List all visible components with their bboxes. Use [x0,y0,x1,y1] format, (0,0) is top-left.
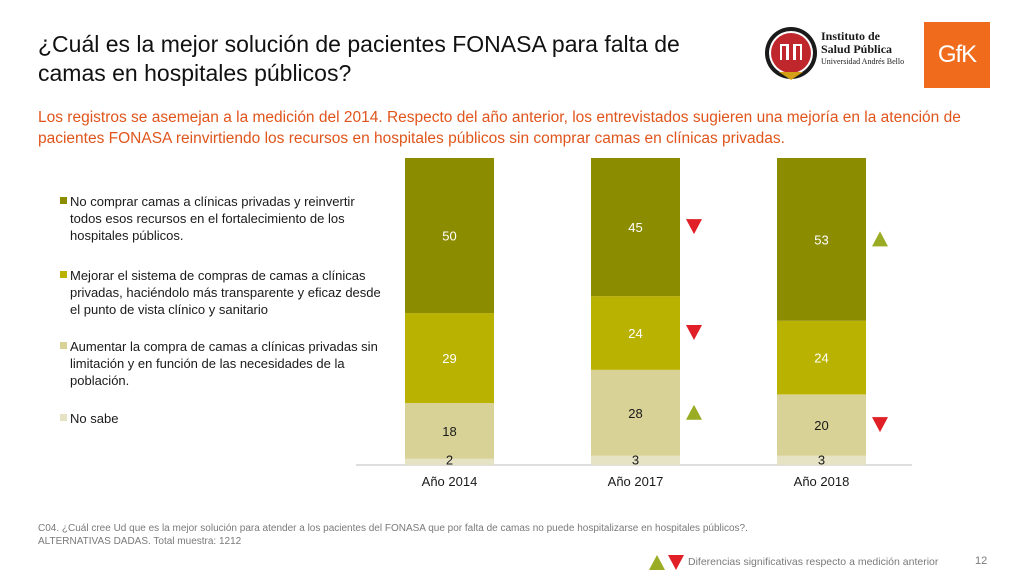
bar-aumentar-3 [777,394,866,456]
x-tick-label-2: Año 2017 [608,474,664,489]
footnote-question: C04. ¿Cuál cree Ud que es la mejor soluc… [38,523,748,534]
bar-reinvertir-3 [777,158,866,321]
significance-up-reinvertir-3-icon [872,231,888,247]
isp-logo-line2: Salud Pública [821,42,893,56]
data-label-reinvertir-2: 45 [628,220,642,235]
isp-seal-icon [765,27,817,80]
x-tick-label-3: Año 2018 [794,474,850,489]
significance-legend: Diferencias significativas respecto a me… [648,553,978,571]
legend-item-reinvertir: No comprar camas a clínicas privadas y r… [60,193,390,244]
data-label-no-sabe-2: 3 [632,453,639,468]
data-label-no-sabe-3: 3 [818,453,825,468]
data-label-aumentar-3: 20 [814,418,828,433]
bar-reinvertir-1 [405,158,494,314]
data-label-aumentar-2: 28 [628,406,642,421]
bar-reinvertir-2 [591,158,680,297]
bar-group [405,158,866,465]
data-label-reinvertir-1: 50 [442,229,456,244]
bar-no-sabe-3 [777,455,866,465]
slide-title: ¿Cuál es la mejor solución de pacientes … [38,31,680,86]
data-label-mejorar-3: 24 [814,351,828,366]
bar-mejorar-2 [591,296,680,370]
isp-logo-text: Instituto de Salud Pública Universidad A… [821,30,904,67]
legend-item-aumentar: Aumentar la compra de camas a clínicas p… [60,338,390,389]
bar-no-sabe-1 [405,458,494,465]
bar-aumentar-1 [405,402,494,459]
legend-label-aumentar: Aumentar la compra de camas a clínicas p… [70,339,378,388]
legend-swatch-mejorar [60,271,67,278]
legend-swatch-no-sabe [60,414,67,421]
significance-down-aumentar-3-icon [872,417,888,433]
legend-item-mejorar: Mejorar el sistema de compras de camas a… [60,267,390,318]
x-tick-label-group: Año 2014 Año 2017 Año 2018 [422,474,850,489]
legend-swatch-reinvertir [60,197,67,204]
significance-arrow-group [686,219,888,433]
isp-logo: Instituto de Salud Pública Universidad A… [763,22,913,84]
bar-mejorar-3 [777,320,866,395]
data-label-no-sabe-1: 2 [446,453,453,468]
slide-subtitle: Los registros se asemejan a la medición … [38,109,961,147]
legend-label-mejorar: Mejorar el sistema de compras de camas a… [70,268,381,317]
significance-legend-arrows [649,555,684,570]
down-triangle-icon [668,555,684,570]
legend-item-no-sabe: No sabe [60,410,390,427]
significance-legend-text: Diferencias significativas respecto a me… [688,556,939,568]
isp-logo-line3: Universidad Andrés Bello [821,57,905,66]
x-tick-label-1: Año 2014 [422,474,478,489]
gfk-logo: GfK [924,22,990,88]
footnote: C04. ¿Cuál cree Ud que es la mejor soluc… [38,522,898,548]
data-label-mejorar-1: 29 [442,351,456,366]
bar-no-sabe-2 [591,455,680,465]
legend-swatch-aumentar [60,342,67,349]
isp-logo-line1: Instituto de [821,29,881,43]
up-triangle-icon [649,555,665,570]
footnote-sample: ALTERNATIVAS DADAS. Total muestra: 1212 [38,536,242,547]
segment-label-group: 2 18 29 50 3 28 24 45 3 20 24 53 [442,220,828,467]
legend-label-no-sabe: No sabe [70,411,119,426]
legend-label-reinvertir: No comprar camas a clínicas privadas y r… [70,194,355,243]
data-label-aumentar-1: 18 [442,424,456,439]
data-label-reinvertir-3: 53 [814,232,828,247]
significance-up-aumentar-2-icon [686,404,702,420]
significance-down-mejorar-2-icon [686,324,702,340]
page-number: 12 [975,555,988,567]
bar-mejorar-1 [405,313,494,403]
data-label-mejorar-2: 24 [628,326,642,341]
bar-aumentar-2 [591,369,680,456]
significance-down-reinvertir-2-icon [686,219,702,235]
